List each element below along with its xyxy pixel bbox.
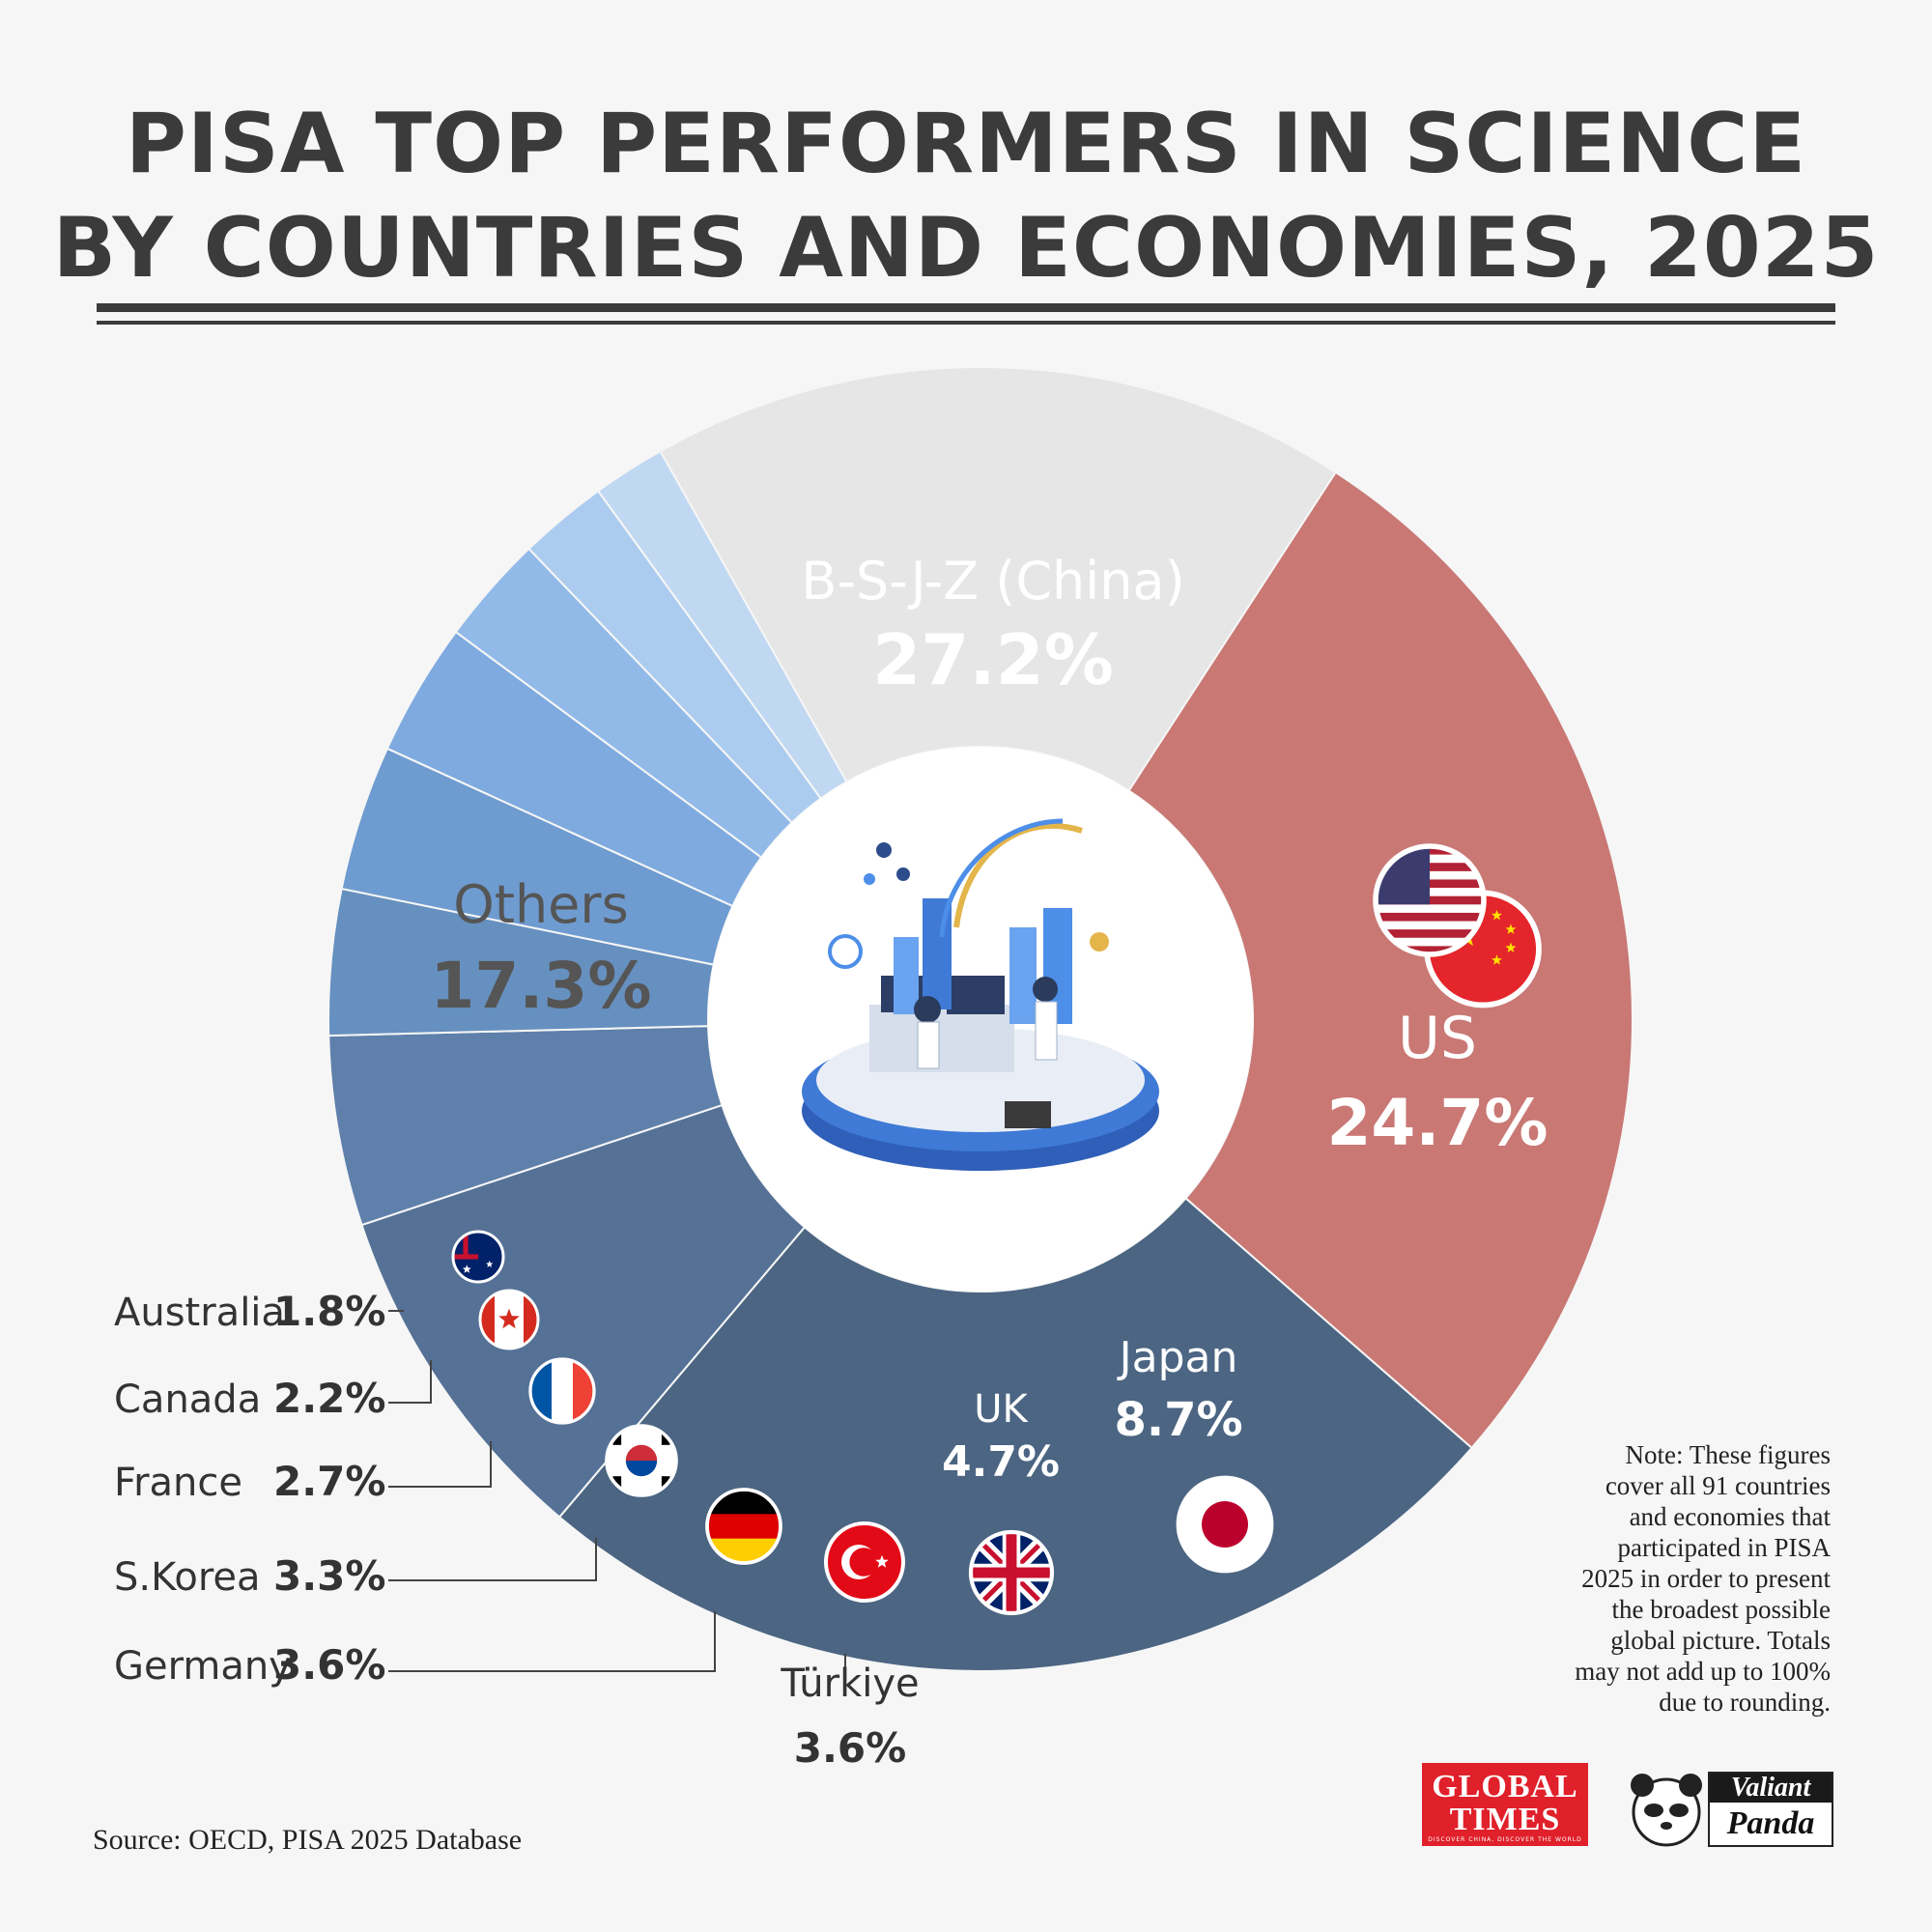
slice-name-label: S.Korea [114,1555,261,1600]
panda-face-icon [1631,1774,1702,1847]
south-korea-flag-icon [605,1424,678,1497]
valiant-panda-logo: Valiant Panda [1623,1768,1835,1849]
slice-value-label: 17.3% [431,949,652,1023]
flags-layer [451,843,1542,1616]
valiant-text: Valiant [1710,1774,1832,1803]
canada-flag-icon [478,1289,540,1350]
slice-value-label: 3.3% [273,1552,385,1600]
leader-line [388,1611,716,1672]
slice-name-label: B-S-J-Z (China) [801,551,1184,611]
japan-flag-icon [1176,1475,1274,1574]
slice-value-label: 8.7% [1114,1393,1242,1447]
global-times-logo-line1: GLOBAL [1432,1769,1578,1804]
global-times-logo-line2: TIMES [1449,1802,1561,1837]
slice-value-label: 3.6% [794,1724,906,1772]
global-times-logo: GLOBAL TIMES DISCOVER CHINA, DISCOVER TH… [1422,1763,1588,1846]
slice-value-label: 1.8% [273,1288,385,1335]
france-flag-icon [528,1357,596,1425]
leaders-layer [388,1310,846,1672]
slice-value-label: 27.2% [872,619,1114,700]
slice-name-label: Türkiye [780,1662,919,1706]
panda-text: Panda [1726,1805,1815,1841]
slice-name-label: Others [453,874,628,935]
footnote: Note: These figures cover all 91 countri… [1575,1440,1831,1717]
uk-flag-icon [968,1529,1055,1616]
labels-layer: B-S-J-Z (China) 27.2% US 24.7% Japan 8.7% UK 4.… [114,551,1548,1772]
slice-name-label: Japan [1117,1333,1238,1382]
australia-flag-icon [451,1230,505,1284]
turkey-flag-icon [824,1521,905,1603]
slice-value-label: 3.6% [273,1641,385,1689]
leader-line [388,1538,597,1581]
leader-line [388,1441,492,1488]
slice-name-label: Australia [114,1291,285,1335]
leader-line [388,1360,432,1404]
slice-name-label: Canada [114,1378,261,1422]
slice-name-label: Germany [114,1644,292,1689]
slice-name-label: UK [974,1387,1029,1432]
germany-flag-icon [705,1488,782,1565]
us-flag-icon [1373,843,1487,957]
title-line-2: BY COUNTRIES AND ECONOMIES, 2025 [52,200,1880,297]
page-title: PISA TOP PERFORMERS IN SCIENCE BY COUNTR… [0,92,1932,300]
science-lab-illustration-icon [708,747,1253,1292]
slice-value-label: 2.2% [273,1375,385,1422]
slice-name-label: US [1398,1005,1477,1072]
title-rule-thick [97,303,1835,312]
slice-name-label: France [114,1461,242,1505]
title-rule-thin [97,321,1835,325]
global-times-logo-tagline: DISCOVER CHINA, DISCOVER THE WORLD [1428,1836,1582,1843]
slice-value-label: 2.7% [273,1458,385,1505]
slice-value-label: 24.7% [1327,1086,1548,1160]
title-line-1: PISA TOP PERFORMERS IN SCIENCE [125,96,1807,192]
source-text: Source: OECD, PISA 2025 Database [93,1824,523,1856]
valiant-panda-wordmark: Valiant Panda [1708,1772,1833,1847]
slices-layer [327,366,1634,1672]
slice-value-label: 4.7% [942,1437,1060,1487]
